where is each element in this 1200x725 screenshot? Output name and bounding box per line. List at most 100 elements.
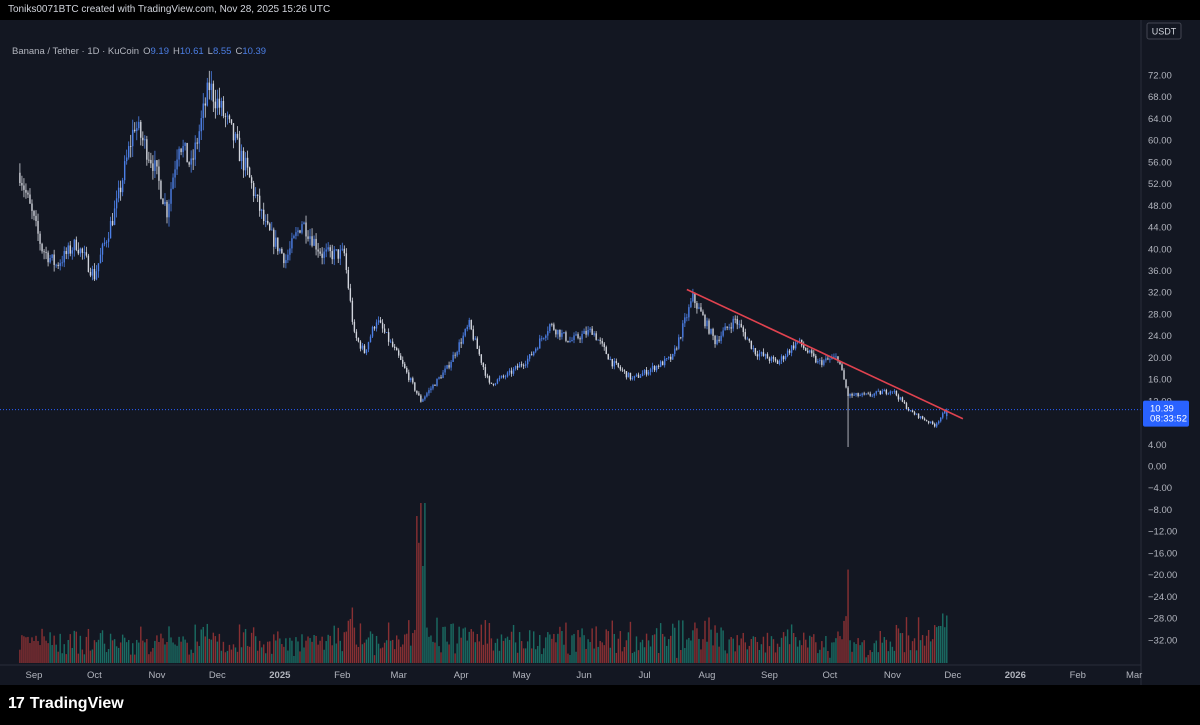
candle-body: [303, 222, 305, 225]
volume-bar: [940, 626, 942, 663]
volume-bar: [267, 641, 269, 663]
candle-body: [867, 393, 869, 395]
volume-bar: [53, 635, 55, 663]
volume-bar: [178, 636, 180, 663]
candle-body: [53, 254, 55, 265]
volume-bar: [762, 636, 765, 663]
candle-body: [520, 364, 523, 366]
volume-bar: [569, 654, 571, 663]
high-value: 10.61: [179, 46, 204, 57]
candle-body: [581, 333, 583, 340]
volume-bar: [61, 653, 63, 663]
volume-bar: [704, 620, 706, 663]
volume-bar: [196, 641, 198, 663]
volume-bar: [645, 633, 648, 663]
candle-body: [301, 224, 303, 233]
candle-body: [252, 183, 255, 197]
candle-body: [601, 340, 603, 344]
candle-body: [398, 350, 400, 356]
volume-bar: [85, 636, 88, 663]
volume-bar: [65, 654, 67, 663]
volume-bar: [625, 640, 628, 663]
time-axis[interactable]: Sep Oct Nov Dec 2025 Feb Mar Apr May Jun Jul Aug Sep…: [26, 670, 1143, 681]
candle-body: [432, 384, 434, 389]
candle-body: [440, 377, 442, 379]
volume-bar: [498, 650, 501, 663]
volume-bar: [585, 648, 587, 663]
candle-body: [913, 412, 916, 415]
volume-bar: [750, 639, 753, 663]
candle-body: [722, 330, 724, 336]
candle-body: [653, 366, 656, 371]
volume-bar: [146, 639, 148, 663]
currency-label[interactable]: USDT: [1146, 22, 1182, 40]
volume-bar: [206, 623, 208, 663]
snapshot-credit: Toniks0071BTC created with TradingView.c…: [8, 4, 331, 15]
candle-body: [367, 342, 370, 350]
time-tick-label: Jul: [638, 670, 650, 681]
candle-body: [881, 391, 884, 395]
candle-body: [188, 162, 190, 165]
volume-bar: [307, 636, 309, 663]
volume-bar: [123, 637, 126, 663]
volume-bar: [363, 642, 366, 663]
candle-body: [277, 237, 279, 252]
candle-body: [71, 250, 73, 254]
candle-body: [41, 243, 43, 252]
volume-bar: [514, 642, 517, 663]
candle-body: [593, 333, 595, 335]
candle-body: [210, 83, 213, 91]
volume-bar: [279, 638, 281, 663]
symbol-legend[interactable]: Banana / Tether · 1D · KuCoin O 9.19 H 10.…: [12, 46, 266, 57]
volume-bar: [256, 650, 259, 663]
volume-bar: [59, 633, 61, 663]
price-axis[interactable]: 72.00 68.00 64.00 60.00 56.00 52.00 48.00 44.00…: [1148, 71, 1177, 647]
volume-bar: [496, 638, 499, 663]
candle-body: [313, 238, 315, 246]
volume-bar: [593, 648, 595, 663]
candle-body: [156, 160, 158, 167]
candle-body: [794, 342, 797, 349]
symbol-description[interactable]: Banana / Tether · 1D · KuCoin: [12, 46, 140, 57]
candle-body: [115, 198, 118, 209]
volume-bar: [184, 639, 186, 663]
volume-bar: [790, 624, 793, 663]
price-chart[interactable]: 72.00 68.00 64.00 60.00 56.00 52.00 48.00 44.00…: [0, 20, 1200, 685]
candle-body: [480, 354, 483, 363]
candle-body: [780, 356, 783, 361]
volume-bar: [563, 644, 565, 663]
candle-body: [323, 251, 325, 258]
volume-bar: [293, 656, 295, 663]
candle-body: [412, 378, 414, 383]
tradingview-brand[interactable]: 17 TradingView: [8, 695, 124, 713]
volume-bar: [599, 640, 601, 663]
candle-body: [637, 374, 640, 378]
candle-body: [855, 393, 857, 395]
candle-body: [478, 348, 481, 355]
candle-body: [772, 357, 775, 359]
chart-panel[interactable]: 72.00 68.00 64.00 60.00 56.00 52.00 48.00 44.00…: [0, 20, 1200, 685]
candle-body: [363, 345, 366, 354]
candle-body: [611, 358, 614, 367]
volume-bar: [130, 654, 132, 663]
trendline-drawing[interactable]: [686, 288, 964, 420]
volume-bar: [867, 654, 869, 663]
volume-bar: [905, 617, 908, 663]
volume-bar: [635, 636, 638, 663]
candle-body: [424, 396, 426, 400]
volume-bar: [504, 638, 507, 663]
candle-body: [555, 329, 557, 335]
volume-bar: [226, 650, 229, 663]
candle-body: [746, 338, 749, 340]
candle-body: [63, 251, 65, 263]
volume-bar: [428, 636, 430, 663]
candle-body: [915, 413, 918, 415]
candle-body: [607, 354, 609, 360]
low-value: 8.55: [212, 46, 232, 57]
candle-body: [516, 366, 519, 368]
volume-bar: [315, 635, 317, 663]
volume-bar: [355, 644, 358, 663]
candle-body: [665, 358, 668, 359]
volume-bar: [712, 645, 714, 663]
volume-bar: [557, 633, 559, 663]
